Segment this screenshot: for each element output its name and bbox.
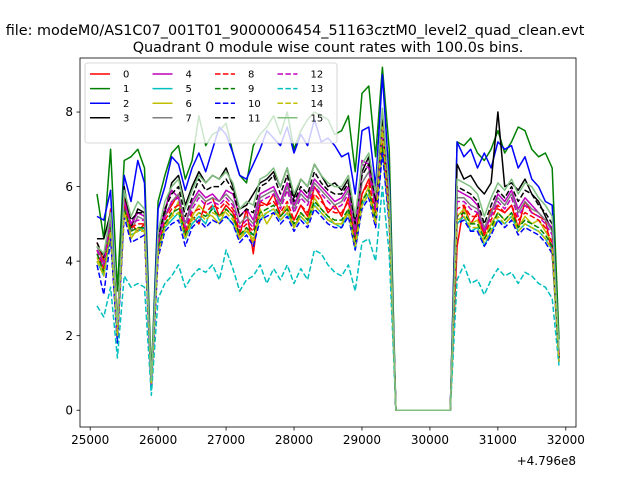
x-tick-label: 32000 [547,433,585,447]
y-tick-label: 6 [65,180,73,194]
series-line-2 [96,74,560,411]
axes-frame [79,57,577,428]
legend-label-2: 2 [123,99,129,110]
legend-label-3: 3 [123,113,129,124]
legend-label-15: 15 [311,113,324,124]
y-tick-label: 2 [65,329,73,343]
legend-label-6: 6 [186,99,192,110]
y-tick-label: 4 [65,254,73,268]
legend-label-7: 7 [186,113,192,124]
legend-label-1: 1 [123,84,129,95]
legend-frame [84,62,338,144]
series-group [96,66,560,411]
x-tick-label: 25000 [71,433,109,447]
x-tick-label: 28000 [275,433,313,447]
legend-label-4: 4 [186,70,192,81]
series-line-10 [96,152,560,411]
series-line-15 [96,107,560,411]
series-line-8 [96,137,560,411]
legend-label-13: 13 [311,84,324,95]
legend-label-11: 11 [248,113,261,124]
series-line-12 [96,129,560,411]
axes-title: Quadrant 0 module wise count rates with … [133,40,524,56]
x-tick-label: 31000 [479,433,517,447]
legend-label-0: 0 [123,70,129,81]
series-line-11 [96,122,560,411]
legend-label-8: 8 [248,70,254,81]
series-line-13 [96,185,560,411]
x-tick-label: 30000 [411,433,449,447]
legend-label-9: 9 [248,84,254,95]
x-offset-label: +4.796e8 [517,454,576,468]
x-tick-label: 26000 [139,433,177,447]
legend-label-10: 10 [248,99,261,110]
legend-label-12: 12 [311,70,324,81]
x-tick-label: 29000 [343,433,381,447]
y-tick-label: 0 [65,403,73,417]
series-line-14 [96,126,560,411]
figure-suptitle: n file: modeM0/AS1C07_001T01_9000006454_… [0,23,585,39]
x-tick-label: 27000 [207,433,245,447]
series-line-9 [96,144,560,411]
y-tick-label: 8 [65,105,73,119]
legend-label-5: 5 [186,84,192,95]
plot-area: 25000 26000 27000 28000 29000 30000 31000 32000… [65,57,585,447]
legend-label-14: 14 [311,99,324,110]
